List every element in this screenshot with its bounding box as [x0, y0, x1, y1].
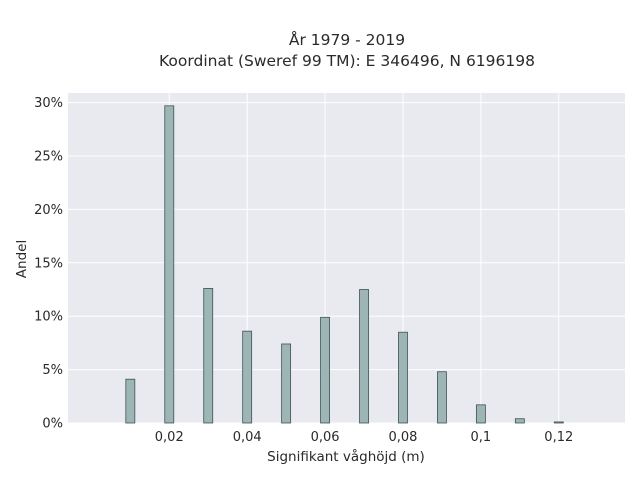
- chart-title-line-2: Koordinat (Sweref 99 TM): E 346496, N 61…: [159, 52, 535, 70]
- x-tick-labels: 0,02 0,04 0,06 0,08 0,1 0,12: [155, 430, 573, 445]
- histogram-bar: [553, 421, 564, 424]
- chart-title-line-1: År 1979 - 2019: [289, 30, 405, 49]
- histogram-bar: [281, 343, 292, 424]
- histogram-bar: [242, 330, 253, 424]
- y-axis-title: Andel: [14, 240, 30, 278]
- histogram-bar: [320, 316, 330, 424]
- histogram-bar: [359, 289, 369, 424]
- x-axis-title: Signifikant våghöjd (m): [267, 448, 425, 465]
- x-tick-label: 0,02: [155, 430, 184, 445]
- y-tick-label: 15%: [34, 256, 63, 271]
- y-tick-label: 20%: [34, 203, 63, 218]
- x-tick-label: 0,04: [233, 430, 262, 445]
- histogram-bar: [164, 105, 175, 424]
- y-tick-labels: 0% 5% 10% 15% 20% 25% 30%: [34, 96, 63, 431]
- histogram-bar: [475, 404, 486, 424]
- y-gridlines: [68, 102, 625, 424]
- y-tick-label: 25%: [34, 150, 63, 165]
- histogram-bar: [437, 371, 447, 424]
- x-tick-label: 0,06: [311, 430, 340, 445]
- plot-area: [68, 93, 625, 423]
- y-tick-label: 5%: [42, 363, 63, 378]
- x-tick-label: 0,1: [471, 430, 492, 445]
- histogram-bar: [514, 418, 525, 424]
- x-tick-label: 0,12: [544, 430, 573, 445]
- histogram-bar: [398, 331, 408, 424]
- histogram-bar: [203, 288, 214, 424]
- x-tick-label: 0,08: [389, 430, 418, 445]
- bars: [125, 105, 564, 424]
- y-tick-label: 30%: [34, 96, 63, 111]
- y-tick-label: 0%: [42, 417, 63, 432]
- y-tick-label: 10%: [34, 310, 63, 325]
- histogram-bar: [125, 378, 136, 424]
